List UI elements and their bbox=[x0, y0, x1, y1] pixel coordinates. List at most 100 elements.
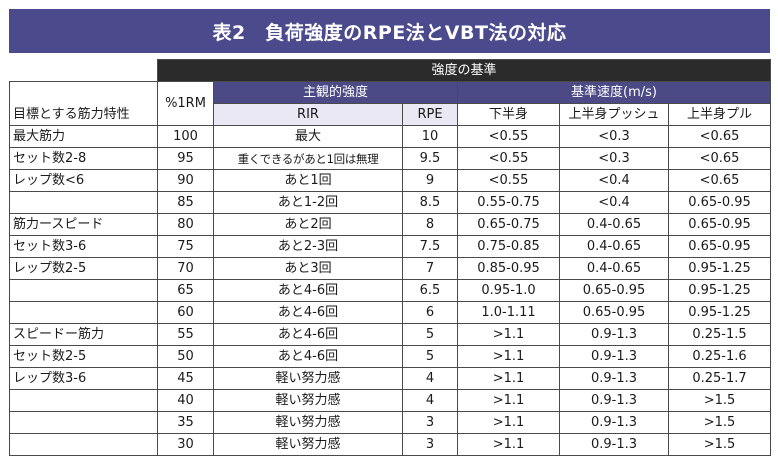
header-goal: 目標とする筋力特性 bbox=[9, 81, 158, 126]
rpe-cell: 6 bbox=[402, 301, 458, 324]
table-row: スピードー筋力 55 あと4-6回 5 >1.1 0.9-1.3 0.25-1.… bbox=[9, 323, 772, 346]
header-rir: RIR bbox=[213, 103, 403, 126]
pull-velocity-cell: <0.65 bbox=[667, 147, 772, 170]
goal-cell: 筋力ースピード bbox=[9, 213, 158, 236]
rm-cell: 90 bbox=[157, 169, 214, 192]
lower-velocity-cell: <0.55 bbox=[457, 125, 560, 148]
lower-velocity-cell: >1.1 bbox=[457, 345, 560, 368]
rm-cell: 35 bbox=[157, 411, 214, 434]
header-lower: 下半身 bbox=[457, 103, 560, 126]
rm-cell: 75 bbox=[157, 235, 214, 258]
header-rpe: RPE bbox=[402, 103, 458, 126]
title-bar: 表2 負荷強度のRPE法とVBT法の対応 bbox=[9, 9, 770, 53]
rpe-cell: 7 bbox=[402, 257, 458, 280]
goal-cell bbox=[9, 433, 158, 456]
goal-cell bbox=[9, 279, 158, 302]
rir-cell: あと3回 bbox=[213, 257, 403, 280]
push-velocity-cell: 0.9-1.3 bbox=[559, 323, 669, 346]
rpe-vbt-table: 強度の基準 目標とする筋力特性 %1RM 主観的強度 基準速度(m/s) RIR… bbox=[9, 59, 772, 456]
header-upper-pull: 上半身プル bbox=[667, 103, 772, 126]
pull-velocity-cell: >1.5 bbox=[667, 433, 772, 456]
table-row: レップ数2-5 70 あと3回 7 0.85-0.95 0.4-0.65 0.9… bbox=[9, 257, 772, 280]
goal-cell: セット数2-5 bbox=[9, 345, 158, 368]
header-subjective: 主観的強度 bbox=[213, 81, 458, 104]
lower-velocity-cell: 0.65-0.75 bbox=[457, 213, 560, 236]
header-rm: %1RM bbox=[157, 81, 214, 126]
goal-cell: セット数2-8 bbox=[9, 147, 158, 170]
table-row: 30 軽い努力感 3 >1.1 0.9-1.3 >1.5 bbox=[9, 433, 772, 456]
rir-cell: あと1-2回 bbox=[213, 191, 403, 214]
pull-velocity-cell: >1.5 bbox=[667, 389, 772, 412]
rm-cell: 55 bbox=[157, 323, 214, 346]
table-row: レップ数<6 90 あと1回 9 <0.55 <0.4 <0.65 bbox=[9, 169, 772, 192]
rir-cell: あと4-6回 bbox=[213, 323, 403, 346]
header-blank-cell bbox=[9, 59, 158, 82]
table-row: 85 あと1-2回 8.5 0.55-0.75 <0.4 0.65-0.95 bbox=[9, 191, 772, 214]
header-intensity-standard: 強度の基準 bbox=[156, 59, 772, 82]
rpe-cell: 5 bbox=[402, 345, 458, 368]
goal-cell: レップ数2-5 bbox=[9, 257, 158, 280]
rir-cell: あと2-3回 bbox=[213, 235, 403, 258]
table-row: 最大筋力 100 最大 10 <0.55 <0.3 <0.65 bbox=[9, 125, 772, 148]
push-velocity-cell: 0.9-1.3 bbox=[559, 433, 669, 456]
rir-cell: あと4-6回 bbox=[213, 345, 403, 368]
rpe-cell: 3 bbox=[402, 411, 458, 434]
push-velocity-cell: <0.4 bbox=[559, 169, 669, 192]
rpe-cell: 7.5 bbox=[402, 235, 458, 258]
rir-cell: 軽い努力感 bbox=[213, 389, 403, 412]
lower-velocity-cell: 0.95-1.0 bbox=[457, 279, 560, 302]
pull-velocity-cell: <0.65 bbox=[667, 169, 772, 192]
rir-cell: あと4-6回 bbox=[213, 279, 403, 302]
push-velocity-cell: 0.9-1.3 bbox=[559, 411, 669, 434]
table-head: 強度の基準 目標とする筋力特性 %1RM 主観的強度 基準速度(m/s) RIR… bbox=[9, 59, 772, 126]
push-velocity-cell: <0.3 bbox=[559, 125, 669, 148]
table-row: 40 軽い努力感 4 >1.1 0.9-1.3 >1.5 bbox=[9, 389, 772, 412]
header-upper-push: 上半身プッシュ bbox=[559, 103, 669, 126]
rpe-cell: 3 bbox=[402, 433, 458, 456]
rpe-cell: 9.5 bbox=[402, 147, 458, 170]
lower-velocity-cell: >1.1 bbox=[457, 389, 560, 412]
rir-cell: 軽い努力感 bbox=[213, 367, 403, 390]
rm-cell: 50 bbox=[157, 345, 214, 368]
rpe-cell: 8.5 bbox=[402, 191, 458, 214]
pull-velocity-cell: 0.95-1.25 bbox=[667, 257, 772, 280]
pull-velocity-cell: 0.25-1.5 bbox=[667, 323, 772, 346]
pull-velocity-cell: 0.65-0.95 bbox=[667, 235, 772, 258]
push-velocity-cell: 0.4-0.65 bbox=[559, 213, 669, 236]
rir-cell: 重くできるがあと1回は無理 bbox=[213, 147, 403, 170]
pull-velocity-cell: 0.65-0.95 bbox=[667, 213, 772, 236]
rir-cell: 最大 bbox=[213, 125, 403, 148]
push-velocity-cell: 0.65-0.95 bbox=[559, 279, 669, 302]
table-row: 筋力ースピード 80 あと2回 8 0.65-0.75 0.4-0.65 0.6… bbox=[9, 213, 772, 236]
push-velocity-cell: 0.4-0.65 bbox=[559, 235, 669, 258]
pull-velocity-cell: 0.95-1.25 bbox=[667, 301, 772, 324]
goal-cell: 最大筋力 bbox=[9, 125, 158, 148]
push-velocity-cell: 0.9-1.3 bbox=[559, 345, 669, 368]
goal-cell: セット数3-6 bbox=[9, 235, 158, 258]
pull-velocity-cell: >1.5 bbox=[667, 411, 772, 434]
rpe-cell: 6.5 bbox=[402, 279, 458, 302]
table-title: 表2 負荷強度のRPE法とVBT法の対応 bbox=[212, 21, 567, 44]
rm-cell: 100 bbox=[157, 125, 214, 148]
rm-cell: 60 bbox=[157, 301, 214, 324]
pull-velocity-cell: 0.95-1.25 bbox=[667, 279, 772, 302]
push-velocity-cell: <0.4 bbox=[559, 191, 669, 214]
rm-cell: 85 bbox=[157, 191, 214, 214]
table-body: 最大筋力 100 最大 10 <0.55 <0.3 <0.65 セット数2-8 … bbox=[9, 125, 772, 456]
header-velocity: 基準速度(m/s) bbox=[456, 81, 772, 104]
lower-velocity-cell: 0.75-0.85 bbox=[457, 235, 560, 258]
lower-velocity-cell: >1.1 bbox=[457, 411, 560, 434]
goal-cell bbox=[9, 411, 158, 434]
push-velocity-cell: 0.9-1.3 bbox=[559, 367, 669, 390]
rir-cell: 軽い努力感 bbox=[213, 411, 403, 434]
rm-cell: 80 bbox=[157, 213, 214, 236]
rpe-cell: 10 bbox=[402, 125, 458, 148]
push-velocity-cell: 0.65-0.95 bbox=[559, 301, 669, 324]
push-velocity-cell: <0.3 bbox=[559, 147, 669, 170]
lower-velocity-cell: >1.1 bbox=[457, 367, 560, 390]
rm-cell: 40 bbox=[157, 389, 214, 412]
rpe-cell: 4 bbox=[402, 389, 458, 412]
push-velocity-cell: 0.4-0.65 bbox=[559, 257, 669, 280]
rm-cell: 45 bbox=[157, 367, 214, 390]
